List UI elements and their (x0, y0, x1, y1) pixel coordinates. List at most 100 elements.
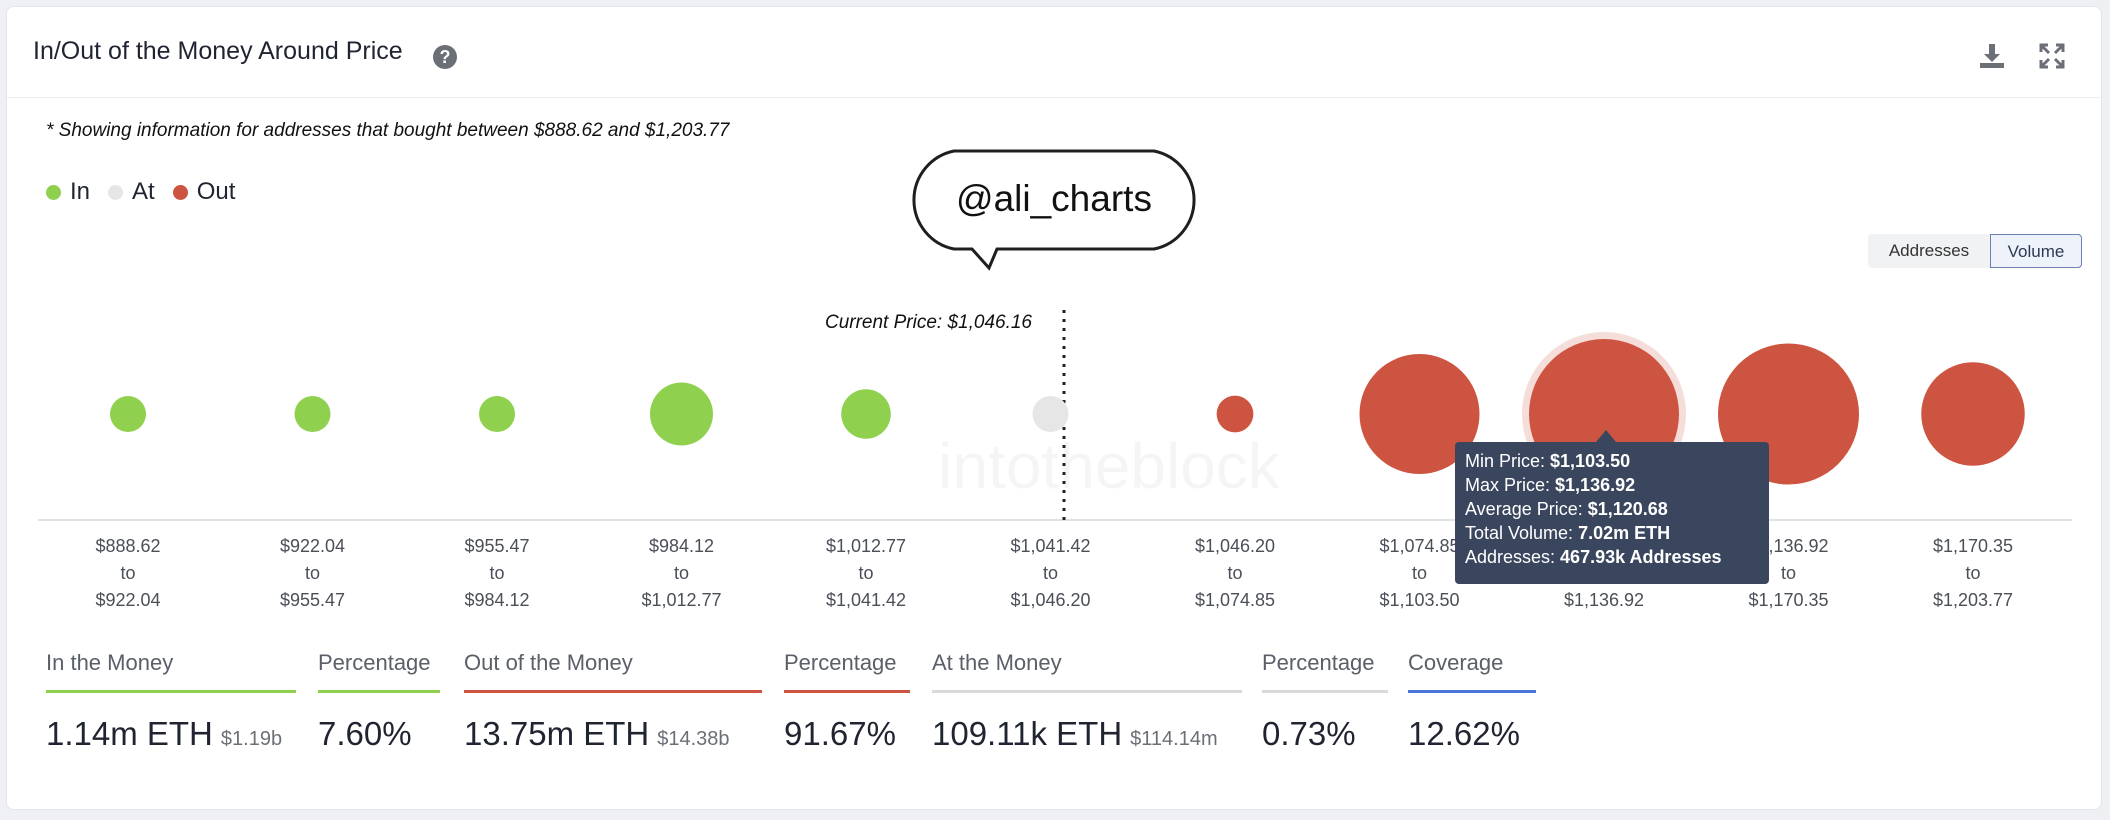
stat-label: Percentage (318, 650, 431, 675)
legend-label-at: At (132, 178, 155, 205)
stat-value: 12.62% (1408, 715, 1536, 753)
tooltip-row: Total Volume: 7.02m ETH (1465, 523, 1670, 543)
stat-underline (46, 690, 296, 693)
volume-toggle-button[interactable]: Volume (1990, 234, 2082, 268)
stat-label: Percentage (784, 650, 897, 675)
legend-dot-in (46, 184, 61, 200)
tick-label: $1,203.77 (1933, 590, 2013, 610)
stat-at-the-money: At the Money 109.11k ETH $114.14m (932, 650, 1242, 753)
tooltip-row-value: $1,120.68 (1588, 499, 1668, 519)
stat-value: 91.67% (784, 715, 910, 753)
tooltip-row-value: $1,136.92 (1555, 475, 1635, 495)
chart-legend: In At Out (46, 178, 253, 206)
legend-dot-at (108, 184, 124, 200)
download-icon[interactable] (1977, 41, 2007, 71)
stat-value-main: 91.67% (784, 715, 896, 752)
tick-label: $955.47 (280, 590, 345, 610)
tick-label: $922.04 (280, 536, 345, 556)
stat-label: Percentage (1262, 650, 1375, 675)
tick-label-to: to (1043, 563, 1058, 583)
tooltip-box (1455, 442, 1769, 584)
stat-value-usd: $14.38b (657, 728, 730, 750)
tick-label: $888.62 (95, 536, 160, 556)
bubble-at[interactable] (1032, 396, 1069, 432)
tooltip-row-value: 467.93k Addresses (1560, 547, 1721, 567)
tick-label-to: to (858, 563, 873, 583)
tooltip-row: Min Price: $1,103.50 (1465, 451, 1630, 471)
bubble-in[interactable] (841, 389, 891, 439)
stat-underline (318, 690, 440, 693)
stat-value-main: 1.14m ETH (46, 715, 213, 752)
stat-value-usd: $1.19b (220, 728, 283, 750)
tick-label: $1,012.77 (641, 590, 721, 610)
stat-value-main: 109.11k ETH (932, 715, 1123, 752)
stat-out-of-the-money: Out of the Money 13.75m ETH $14.38b (464, 650, 762, 753)
tick-label: $1,103.50 (1379, 590, 1459, 610)
tooltip-row: Max Price: $1,136.92 (1465, 475, 1635, 495)
stat-underline (932, 690, 1242, 693)
tick-label-to: to (489, 563, 504, 583)
tick-label-to: to (120, 563, 135, 583)
bubble-in[interactable] (110, 396, 146, 432)
bubble-out[interactable] (1359, 354, 1480, 474)
bubble-in[interactable] (479, 396, 515, 432)
bubble-out[interactable] (1216, 395, 1254, 433)
tooltip-row-value: $1,103.50 (1550, 451, 1630, 471)
tick-label: $1,074.85 (1379, 536, 1459, 556)
tick-label-to: to (1227, 563, 1242, 583)
legend-label-out: Out (196, 178, 236, 205)
tick-label: $1,170.35 (1933, 536, 2013, 556)
stat-out-percentage: Percentage 91.67% (784, 650, 910, 753)
tick-label: $1,170.35 (1748, 590, 1828, 610)
stat-value: 0.73% (1262, 715, 1388, 753)
tick-label-to: to (1965, 563, 1980, 583)
stat-underline (784, 690, 910, 693)
tick-label: $955.47 (464, 536, 529, 556)
stat-value: 7.60% (318, 715, 440, 753)
stat-at-percentage: Percentage 0.73% (1262, 650, 1388, 753)
tick-label-to: to (1412, 563, 1427, 583)
addresses-toggle-button[interactable]: Addresses (1868, 234, 1990, 268)
help-icon[interactable]: ? (433, 45, 457, 69)
speech-bubble-badge: @ali_charts (912, 149, 1196, 271)
tick-label: $1,012.77 (826, 536, 906, 556)
tooltip-row-label: Addresses: (1465, 547, 1560, 567)
stat-label: In the Money (46, 650, 174, 675)
legend-item-out[interactable]: Out (172, 178, 236, 206)
stat-value-main: 13.75m ETH (464, 715, 650, 752)
stat-value: 1.14m ETH $1.19b (46, 715, 296, 753)
tick-label: $922.04 (95, 590, 160, 610)
summary-stats: In the Money 1.14m ETH $1.19b Percentage 7.6… (0, 650, 2110, 760)
page-title: In/Out of the Money Around Price (33, 37, 403, 65)
watermark-text: intotheblock (938, 430, 1281, 502)
tooltip-row: Average Price: $1,120.68 (1465, 499, 1668, 519)
stat-coverage: Coverage 12.62% (1408, 650, 1536, 753)
expand-icon[interactable] (2037, 41, 2067, 71)
tooltip-row-value: 7.02m ETH (1578, 523, 1670, 543)
tick-label: $1,136.92 (1564, 590, 1644, 610)
bubble-out[interactable] (1921, 362, 2025, 466)
bubble-in[interactable] (650, 382, 713, 446)
stat-in-percentage: Percentage 7.60% (318, 650, 440, 753)
stat-in-the-money: In the Money 1.14m ETH $1.19b (46, 650, 296, 753)
stat-value: 109.11k ETH $114.14m (932, 715, 1242, 753)
tick-label: $1,046.20 (1010, 590, 1090, 610)
stat-underline (1408, 690, 1536, 693)
tick-label: $1,046.20 (1195, 536, 1275, 556)
current-price-label: Current Price: $1,046.16 (825, 312, 1032, 333)
legend-item-in[interactable]: In (46, 178, 90, 206)
bubble-in[interactable] (294, 396, 331, 432)
tick-label: $1,041.42 (826, 590, 906, 610)
stat-label: Out of the Money (464, 650, 633, 675)
legend-item-at[interactable]: At (108, 178, 155, 206)
tick-label-to: to (305, 563, 320, 583)
stat-value-main: 12.62% (1408, 715, 1520, 752)
stat-label: Coverage (1408, 650, 1504, 675)
tooltip-row-label: Min Price: (1465, 451, 1550, 471)
tick-label-to: to (674, 563, 689, 583)
tick-label: $984.12 (649, 536, 714, 556)
stat-underline (1262, 690, 1388, 693)
card-header: In/Out of the Money Around Price ? (7, 7, 2101, 98)
legend-dot-out (172, 184, 188, 200)
